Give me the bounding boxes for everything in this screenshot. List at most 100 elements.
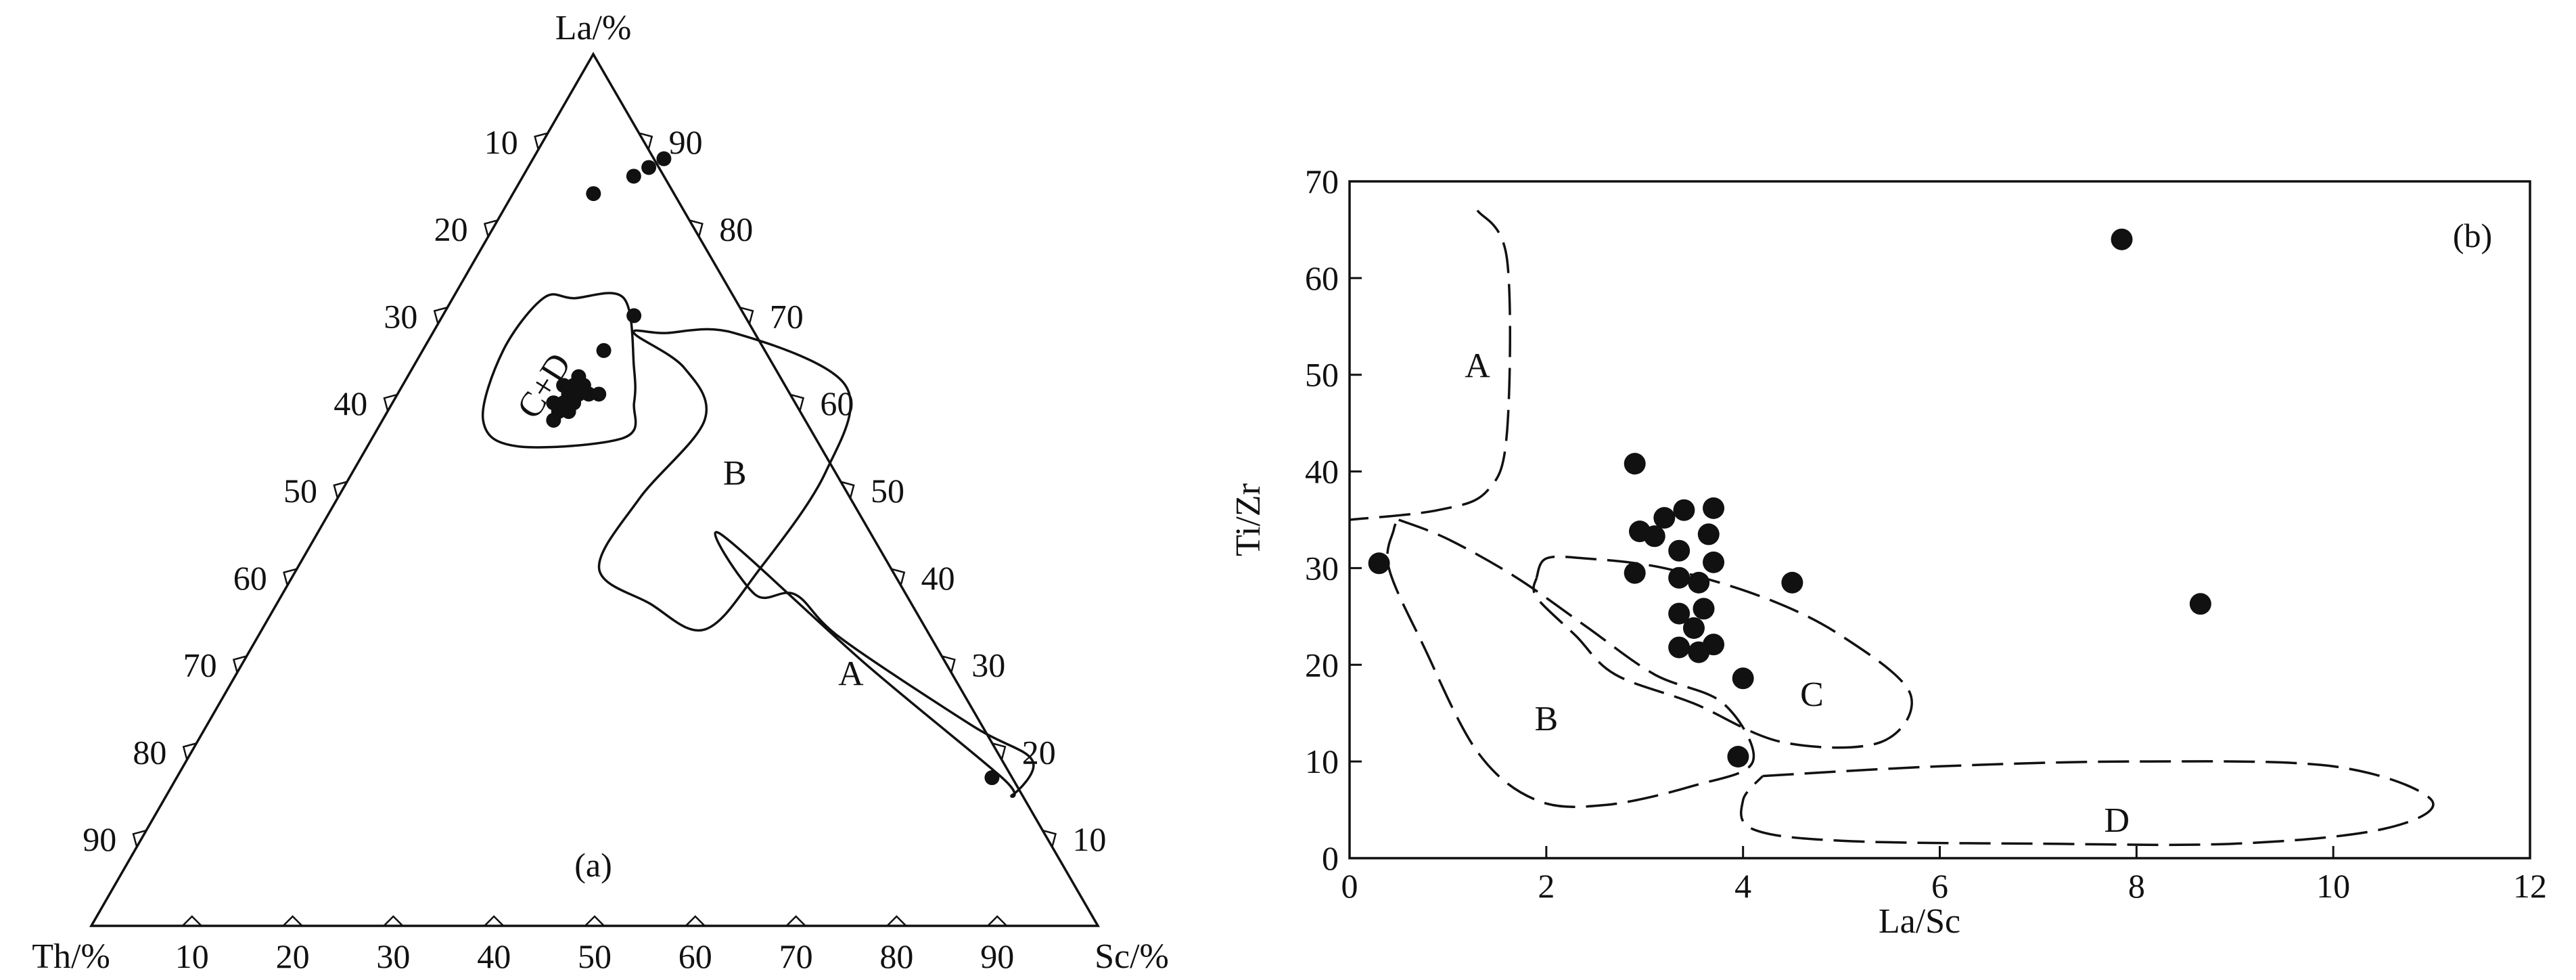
- right-axis-tick-label: 40: [921, 559, 955, 597]
- left-axis-tick-mark: [132, 829, 147, 847]
- left-axis-tick-mark: [333, 481, 348, 499]
- field-c-label: C: [1800, 675, 1824, 714]
- left-axis-tick-label: 40: [334, 384, 367, 422]
- data-point: [626, 169, 641, 184]
- data-point: [1668, 602, 1690, 625]
- data-point: [1653, 507, 1676, 529]
- left-axis-tick-label: 50: [283, 472, 317, 510]
- right-axis-tick-mark: [639, 132, 653, 150]
- ternary-frame: [89, 51, 1101, 927]
- right-axis-tick-label: 90: [669, 123, 703, 161]
- panel-label-b: (b): [2453, 217, 2492, 254]
- data-point: [1668, 566, 1690, 589]
- field-d-label: D: [2104, 801, 2130, 840]
- right-axis-tick-label: 50: [871, 472, 904, 510]
- field-b-outline: [597, 328, 852, 632]
- y-tick-label: 20: [1305, 646, 1339, 684]
- data-point: [656, 151, 672, 166]
- field-c-outline: [1532, 555, 1913, 749]
- y-tick-label: 0: [1322, 839, 1339, 877]
- right-axis-tick-mark: [790, 393, 805, 411]
- panel-label-a: (a): [574, 846, 612, 884]
- bottom-axis-tick-mark: [685, 915, 706, 927]
- data-point: [1688, 571, 1710, 594]
- right-axis-tick-mark: [840, 481, 855, 499]
- data-point: [546, 412, 561, 428]
- x-tick-label: 4: [1734, 867, 1751, 905]
- bottom-axis-tick-mark: [181, 915, 202, 927]
- bottom-axis-tick-label: 60: [678, 937, 712, 975]
- right-axis-tick-mark: [689, 219, 704, 238]
- data-point: [586, 186, 601, 202]
- x-tick-label: 6: [1931, 867, 1948, 905]
- right-axis-tick-mark: [739, 307, 754, 324]
- y-tick-label: 70: [1305, 162, 1339, 200]
- field-d-outline: [1740, 760, 2435, 847]
- scatter-plot-b: 0 2 4 6 8 10 12 0 10 20 30 40 50 60 70 La/Sc Ti/Zr (b) A B C…: [1229, 162, 2547, 941]
- data-point: [1703, 551, 1725, 573]
- data-point: [626, 308, 642, 324]
- field-a-outline: [714, 531, 1035, 798]
- x-tick-label: 8: [2128, 867, 2145, 905]
- x-tick-label: 2: [1538, 867, 1555, 905]
- data-point: [1668, 539, 1690, 562]
- bottom-axis-tick-mark: [785, 915, 806, 927]
- ternary-diagram-a: 10 20 30 40 50 60 70 80 90 90 80 70 60 50 40 30 20 10 10 20…: [32, 9, 1169, 976]
- right-axis-tick-mark: [941, 655, 956, 673]
- data-point: [1668, 636, 1690, 659]
- data-point: [1368, 552, 1390, 575]
- left-axis-tick-label: 70: [183, 646, 217, 684]
- y-tick-label: 40: [1305, 453, 1339, 491]
- y-tick-label: 30: [1305, 549, 1339, 587]
- left-axis-tick-mark: [483, 219, 498, 238]
- bottom-axis-tick-label: 20: [276, 937, 310, 975]
- left-axis-tick-mark: [232, 655, 247, 673]
- left-axis-tick-label: 30: [384, 297, 417, 335]
- left-corner-label: Th/%: [32, 937, 110, 976]
- data-point: [1624, 562, 1646, 584]
- right-axis-tick-label: 10: [1072, 820, 1106, 858]
- data-point: [1693, 598, 1715, 620]
- top-axis-label: La/%: [555, 9, 632, 47]
- right-axis-tick-label: 20: [1022, 733, 1056, 771]
- bottom-axis-tick-mark: [484, 915, 505, 927]
- right-axis-tick-mark: [1042, 829, 1057, 847]
- data-point: [641, 160, 657, 175]
- data-point: [1673, 499, 1695, 521]
- data-point: [1624, 453, 1646, 475]
- left-axis-tick-label: 90: [83, 820, 116, 858]
- bottom-axis-tick-label: 80: [879, 937, 913, 975]
- data-point: [1697, 523, 1720, 545]
- data-point: [596, 342, 612, 358]
- field-b-outline: [1386, 518, 1755, 808]
- right-axis-tick-mark: [992, 742, 1007, 760]
- left-axis-tick-mark: [433, 307, 448, 324]
- left-axis-tick-label: 80: [133, 733, 166, 771]
- x-tick-label: 0: [1341, 867, 1358, 905]
- x-tick-label: 10: [2316, 867, 2350, 905]
- left-axis-tick-label: 20: [434, 210, 468, 248]
- plot-frame: [1348, 180, 2531, 860]
- bottom-axis-tick-mark: [987, 915, 1008, 927]
- field-b-label: B: [1534, 700, 1558, 738]
- right-axis-tick-label: 30: [971, 646, 1005, 684]
- data-point: [1703, 497, 1725, 519]
- left-axis-tick-mark: [383, 393, 398, 411]
- data-point: [1727, 746, 1749, 767]
- data-point: [984, 770, 1000, 786]
- right-corner-label: Sc/%: [1095, 937, 1169, 976]
- right-axis-tick-mark: [891, 568, 906, 586]
- bottom-axis-tick-mark: [383, 915, 404, 927]
- left-axis-tick-label: 60: [233, 559, 267, 597]
- bottom-axis-tick-label: 50: [578, 937, 612, 975]
- bottom-axis-tick-label: 90: [980, 937, 1014, 975]
- data-point: [1688, 641, 1710, 663]
- x-tick-label: 12: [2513, 867, 2547, 905]
- field-b-label: B: [723, 454, 747, 493]
- data-point: [2111, 228, 2133, 250]
- left-axis-tick-mark: [182, 742, 197, 760]
- bottom-axis-tick-label: 10: [175, 937, 209, 975]
- data-point: [556, 378, 572, 393]
- left-axis-tick-mark: [534, 132, 549, 150]
